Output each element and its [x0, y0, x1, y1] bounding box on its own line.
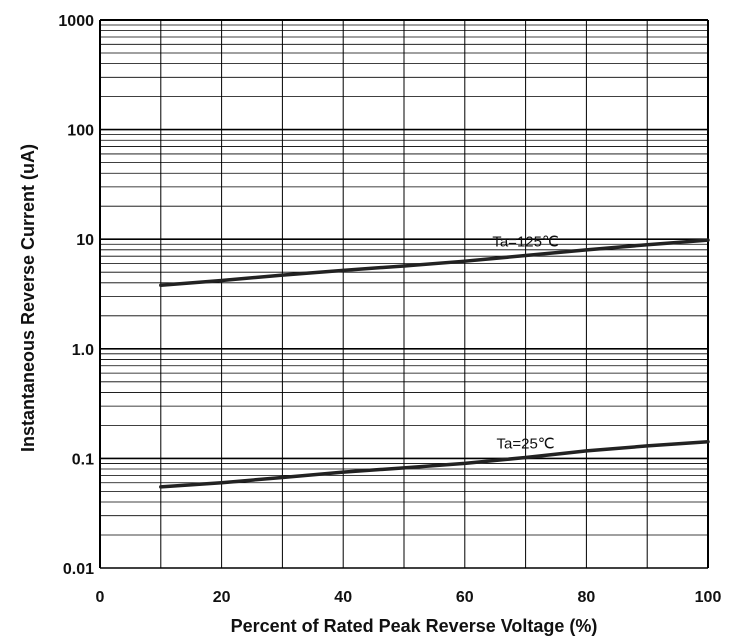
x-tick-label: 0: [96, 589, 105, 606]
x-tick-label: 20: [213, 589, 231, 606]
series-line-0: [159, 238, 710, 288]
x-tick-label: 60: [456, 589, 474, 606]
series-line-1: [159, 439, 710, 489]
series-lines: [159, 238, 710, 489]
x-tick-label: 80: [578, 589, 596, 606]
y-tick-label: 1.0: [72, 342, 94, 359]
series-label-1: Ta=25℃: [497, 435, 555, 452]
x-tick-label: 40: [334, 589, 352, 606]
y-tick-label: 10: [76, 232, 94, 249]
x-tick-label: 100: [695, 589, 722, 606]
series-label-0: Ta=125℃: [492, 234, 558, 251]
series-labels: Ta=125℃ Ta=25℃: [492, 234, 558, 453]
x-axis-title: Percent of Rated Peak Reverse Voltage (%…: [231, 616, 598, 636]
grid: [99, 19, 709, 569]
y-tick-label: 0.1: [72, 451, 94, 468]
y-tick-label: 100: [67, 123, 94, 140]
y-tick-label: 1000: [58, 13, 94, 30]
y-tick-label: 0.01: [63, 561, 94, 578]
tick-labels: 0 20 40 60 80 100 0.01 0.1 1.0 10 100 1000: [58, 13, 721, 606]
y-axis-title: Instantaneous Reverse Current (uA): [18, 144, 38, 452]
